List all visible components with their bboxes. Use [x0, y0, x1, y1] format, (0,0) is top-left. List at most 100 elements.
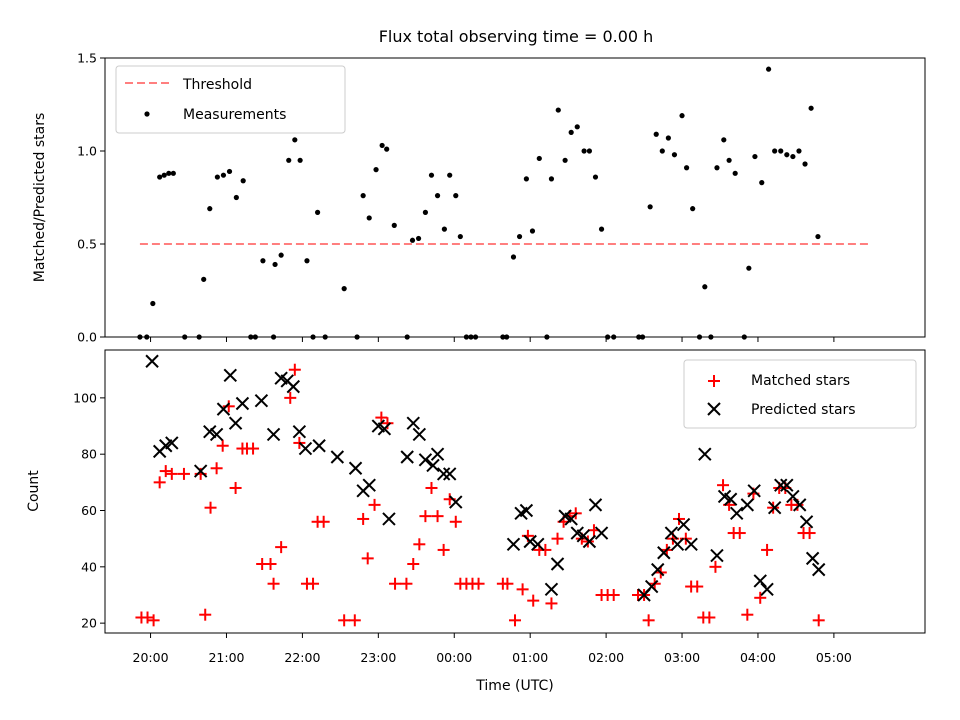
- measurement-point: [150, 300, 156, 307]
- measurements-y-ticks: 0.0 0.5 1.0 1.5: [77, 51, 105, 345]
- measurement-point: [297, 157, 303, 163]
- predicted-star-point: [780, 478, 794, 492]
- matched-star-point: [264, 558, 277, 571]
- matched-star-point: [357, 512, 370, 525]
- predicted-star-point: [760, 582, 774, 597]
- measurement-point: [434, 193, 441, 199]
- predicted-star-point: [266, 427, 281, 442]
- measurement-point: [441, 226, 447, 232]
- matched-star-point: [607, 588, 620, 601]
- predicted-star-point: [544, 582, 559, 597]
- predicted-star-point: [382, 512, 396, 526]
- measurement-point: [379, 142, 385, 149]
- x-tick-label: 03:00: [664, 650, 700, 665]
- predicted-star-point: [254, 393, 269, 408]
- predicted-star-point: [594, 526, 609, 540]
- measurement-point: [690, 206, 696, 212]
- predicted-star-point: [664, 526, 679, 540]
- predicted-star-point: [723, 492, 738, 506]
- matched-star-point: [527, 594, 540, 607]
- matched-star-point: [472, 577, 485, 590]
- matched-star-point: [419, 510, 432, 523]
- measurement-point: [568, 129, 574, 135]
- matched-star-point: [389, 577, 402, 590]
- measurement-point: [373, 167, 379, 173]
- predicted-star-point: [651, 562, 665, 577]
- matched-star-point: [761, 543, 774, 556]
- predicted-star-point: [412, 427, 427, 442]
- x-axis-label: Time (UTC): [475, 678, 553, 694]
- predicted-star-point: [209, 427, 224, 442]
- measurement-point: [510, 254, 517, 260]
- predicted-star-point: [588, 498, 603, 512]
- measurement-point: [759, 180, 765, 186]
- measurement-point: [220, 172, 227, 178]
- predicted-star-point: [418, 453, 433, 467]
- measurement-point: [732, 170, 738, 176]
- measurement-point: [516, 233, 523, 240]
- x-tick-label: 04:00: [740, 650, 776, 665]
- predicted-star-point: [362, 478, 376, 492]
- matched-star-point: [147, 614, 160, 627]
- measurement-point: [447, 172, 453, 178]
- matched-star-point: [642, 614, 655, 627]
- matched-star-point: [204, 501, 217, 514]
- measurement-point: [278, 252, 284, 258]
- measurement-point: [778, 148, 784, 154]
- measurements-panel: 0.0 0.5 1.0 1.5 Matched/Predicted stars Thr…: [32, 51, 926, 345]
- measurement-point: [166, 170, 172, 176]
- predicted-star-point: [228, 416, 243, 430]
- predicted-star-point: [292, 424, 307, 439]
- matched-legend-swatch: [708, 375, 720, 387]
- counts-y-tick-label: 100: [73, 390, 97, 405]
- matched-star-point: [348, 614, 361, 627]
- predicted-star-point: [436, 467, 451, 481]
- predicted-star-point: [330, 450, 345, 464]
- predicted-star-point: [235, 396, 250, 411]
- measurement-point: [391, 222, 397, 228]
- measurement-point: [201, 276, 207, 282]
- measurement-point: [714, 165, 720, 171]
- matched-star-point: [509, 614, 521, 627]
- measurement-point: [207, 206, 213, 212]
- measurement-point: [536, 155, 542, 162]
- matched-star-point: [210, 462, 223, 475]
- matched-star-point: [717, 479, 730, 492]
- measurement-point: [548, 176, 555, 182]
- predicted-star-point: [767, 500, 782, 515]
- matched-star-point: [159, 465, 172, 478]
- measurement-point: [562, 157, 568, 163]
- matched-star-point: [691, 580, 704, 593]
- predicted-star-point: [729, 506, 744, 521]
- predicted-star-point: [223, 368, 237, 383]
- measurement-point: [592, 174, 599, 180]
- matched-star-point: [247, 442, 260, 455]
- predicted-star-point: [698, 447, 712, 461]
- predicted-star-point: [426, 458, 440, 473]
- predicted-star-point: [676, 517, 691, 532]
- matched-star-point: [545, 597, 558, 610]
- matched-star-point: [709, 560, 722, 573]
- predicted-star-point: [684, 537, 698, 552]
- matched-star-point: [165, 467, 178, 480]
- matched-star-point: [284, 391, 297, 404]
- counts-y-tick-label: 60: [81, 503, 97, 518]
- predicted-star-point: [710, 548, 724, 563]
- matched-star-point: [317, 515, 330, 528]
- measurement-point: [170, 170, 176, 176]
- predicted-star-point: [523, 534, 537, 549]
- measurements-y-tick-label: 0.0: [77, 330, 97, 345]
- measurement-point: [157, 174, 163, 180]
- predicted-star-point: [753, 574, 767, 588]
- measurement-point: [529, 228, 536, 234]
- predicted-star-point: [799, 515, 814, 529]
- matched-star-point: [767, 501, 780, 514]
- predicted-star-point: [786, 489, 800, 504]
- predicted-star-point: [286, 379, 301, 394]
- measurement-point: [665, 135, 671, 141]
- measurement-point: [214, 174, 220, 180]
- measurement-point: [586, 148, 593, 154]
- matched-star-point: [267, 577, 280, 590]
- matched-star-point: [425, 481, 438, 494]
- x-tick-label: 20:00: [133, 650, 169, 665]
